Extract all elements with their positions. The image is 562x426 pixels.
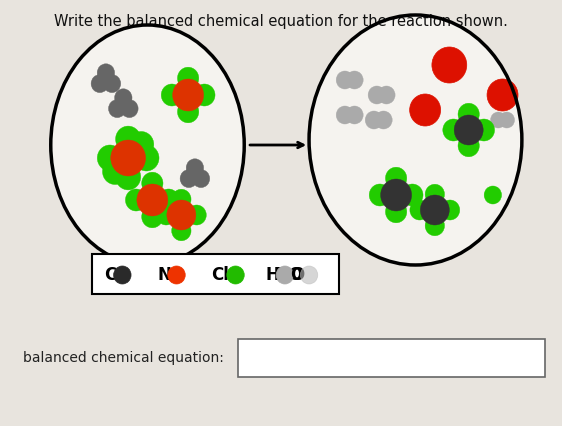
Circle shape bbox=[102, 158, 128, 184]
Circle shape bbox=[369, 184, 391, 206]
Circle shape bbox=[227, 266, 244, 284]
Circle shape bbox=[161, 84, 183, 106]
Circle shape bbox=[187, 205, 206, 225]
Circle shape bbox=[380, 179, 411, 211]
Circle shape bbox=[116, 126, 140, 152]
Circle shape bbox=[454, 115, 483, 145]
Circle shape bbox=[276, 266, 293, 284]
Circle shape bbox=[368, 86, 386, 104]
Text: N: N bbox=[157, 266, 171, 284]
Ellipse shape bbox=[51, 25, 244, 265]
Circle shape bbox=[171, 189, 191, 209]
Circle shape bbox=[425, 216, 445, 236]
Text: H: H bbox=[265, 266, 279, 284]
Circle shape bbox=[410, 200, 429, 220]
Circle shape bbox=[167, 200, 196, 230]
Circle shape bbox=[171, 221, 191, 241]
Circle shape bbox=[121, 100, 138, 118]
Circle shape bbox=[192, 170, 210, 187]
Circle shape bbox=[137, 184, 168, 216]
Circle shape bbox=[194, 84, 215, 106]
Circle shape bbox=[115, 89, 132, 107]
Circle shape bbox=[142, 206, 163, 228]
Circle shape bbox=[386, 167, 407, 189]
Circle shape bbox=[378, 86, 395, 104]
FancyBboxPatch shape bbox=[238, 339, 545, 377]
Text: balanced chemical equation:: balanced chemical equation: bbox=[22, 351, 224, 365]
Circle shape bbox=[410, 94, 441, 126]
Circle shape bbox=[491, 112, 506, 128]
Circle shape bbox=[458, 103, 479, 125]
Circle shape bbox=[420, 195, 450, 225]
FancyBboxPatch shape bbox=[92, 254, 339, 294]
Circle shape bbox=[346, 106, 363, 124]
Text: HO: HO bbox=[275, 266, 304, 284]
Circle shape bbox=[336, 71, 353, 89]
Ellipse shape bbox=[309, 15, 522, 265]
Circle shape bbox=[156, 205, 176, 225]
Circle shape bbox=[432, 47, 466, 83]
Circle shape bbox=[178, 67, 199, 89]
Circle shape bbox=[103, 75, 121, 92]
Circle shape bbox=[91, 75, 108, 92]
Circle shape bbox=[443, 119, 464, 141]
Circle shape bbox=[178, 101, 199, 123]
Circle shape bbox=[487, 79, 518, 111]
Circle shape bbox=[111, 140, 146, 176]
Circle shape bbox=[336, 106, 353, 124]
Circle shape bbox=[116, 164, 140, 190]
Text: Cl: Cl bbox=[211, 266, 229, 284]
Circle shape bbox=[108, 100, 126, 118]
Text: Write the balanced chemical equation for the reaction shown.: Write the balanced chemical equation for… bbox=[54, 14, 508, 29]
Circle shape bbox=[375, 111, 392, 129]
Circle shape bbox=[142, 172, 163, 194]
Text: C: C bbox=[103, 266, 116, 284]
Text: O: O bbox=[291, 266, 305, 284]
Circle shape bbox=[180, 170, 197, 187]
Circle shape bbox=[402, 184, 423, 206]
Circle shape bbox=[114, 266, 131, 284]
Circle shape bbox=[97, 64, 115, 82]
Circle shape bbox=[300, 266, 318, 284]
Circle shape bbox=[125, 189, 147, 211]
Circle shape bbox=[386, 201, 407, 223]
Circle shape bbox=[425, 184, 445, 204]
Circle shape bbox=[365, 111, 383, 129]
Circle shape bbox=[441, 200, 460, 220]
Circle shape bbox=[129, 132, 154, 158]
Circle shape bbox=[134, 145, 159, 171]
Circle shape bbox=[168, 266, 185, 284]
Circle shape bbox=[158, 189, 179, 211]
Circle shape bbox=[473, 119, 495, 141]
Circle shape bbox=[173, 79, 203, 111]
Circle shape bbox=[458, 135, 479, 157]
Circle shape bbox=[484, 186, 501, 204]
Circle shape bbox=[186, 159, 203, 177]
Circle shape bbox=[97, 145, 123, 171]
Circle shape bbox=[499, 112, 515, 128]
Circle shape bbox=[346, 71, 363, 89]
